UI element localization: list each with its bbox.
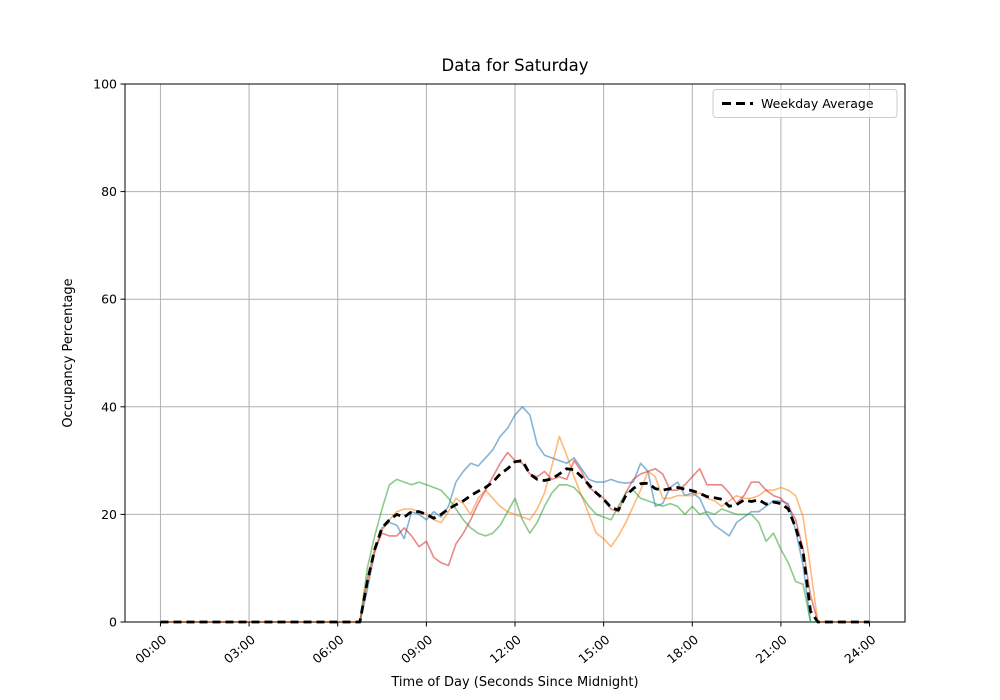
x-axis-label: Time of Day (Seconds Since Midnight) xyxy=(390,675,638,690)
tick-layer: 00:00 03:00 06:00 09:00 12:00 15:00 18:00 21:00… xyxy=(93,77,878,667)
x-tick-label: 21:00 xyxy=(753,632,790,667)
series-layer xyxy=(160,405,870,624)
y-tick-label: 40 xyxy=(101,399,117,414)
x-tick-label: 06:00 xyxy=(309,632,346,667)
x-tick-label: 00:00 xyxy=(132,632,169,667)
x-tick-label: 24:00 xyxy=(841,632,878,667)
legend-frame xyxy=(712,89,898,118)
y-tick-label: 100 xyxy=(93,77,117,92)
x-tick-label: 12:00 xyxy=(487,632,524,667)
y-tick-label: 0 xyxy=(109,615,117,630)
legend-label: Weekday Average xyxy=(761,96,874,111)
y-tick-label: 60 xyxy=(101,292,117,307)
grid-layer xyxy=(125,83,905,623)
chart-title: Data for Saturday xyxy=(442,56,589,75)
x-tick-label: 18:00 xyxy=(664,632,701,667)
x-tick-label: 03:00 xyxy=(221,632,258,667)
x-tick-label: 15:00 xyxy=(575,632,612,667)
y-tick-label: 80 xyxy=(101,184,117,199)
y-axis-label: Occupancy Percentage xyxy=(61,278,76,427)
legend: Weekday Average xyxy=(712,89,898,118)
y-tick-label: 20 xyxy=(101,507,117,522)
series-weekday-average xyxy=(160,459,870,624)
x-tick-label: 09:00 xyxy=(398,632,435,667)
